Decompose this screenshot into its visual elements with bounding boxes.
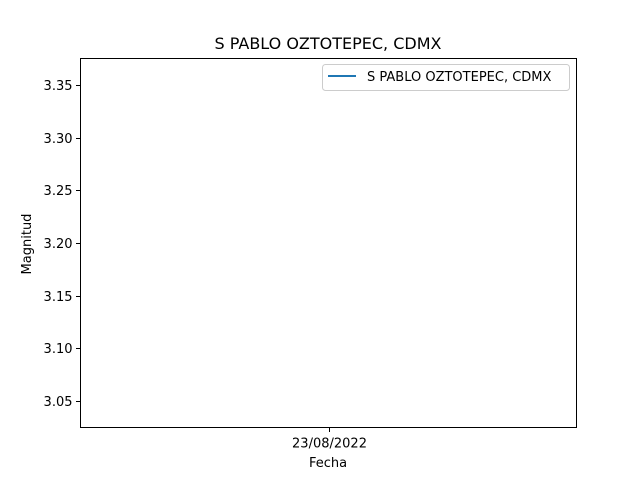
y-tick-label: 3.25 xyxy=(44,184,73,199)
plot-area: 3.05 3.10 3.15 3.20 3.25 3.30 3.35 23/08/2022 xyxy=(44,58,577,452)
legend-label: S PABLO OZTOTEPEC, CDMX xyxy=(367,70,552,85)
x-axis-label: Fecha xyxy=(309,456,347,471)
chart-title: S PABLO OZTOTEPEC, CDMX xyxy=(215,34,442,53)
x-tick-label: 23/08/2022 xyxy=(292,437,367,452)
y-tick-label: 3.20 xyxy=(44,237,73,252)
legend-box xyxy=(322,64,570,91)
y-tick-label: 3.05 xyxy=(44,395,73,410)
x-axis: 23/08/2022 xyxy=(292,427,367,452)
y-axis-label: Magnitud xyxy=(20,214,35,275)
axes-frame xyxy=(80,58,577,428)
y-axis: 3.05 3.10 3.15 3.20 3.25 3.30 3.35 xyxy=(44,79,81,410)
y-tick-label: 3.35 xyxy=(44,79,73,94)
legend: S PABLO OZTOTEPEC, CDMX xyxy=(322,64,570,91)
y-tick-label: 3.10 xyxy=(44,342,73,357)
y-tick-label: 3.15 xyxy=(44,290,73,305)
y-tick-label: 3.30 xyxy=(44,132,73,147)
